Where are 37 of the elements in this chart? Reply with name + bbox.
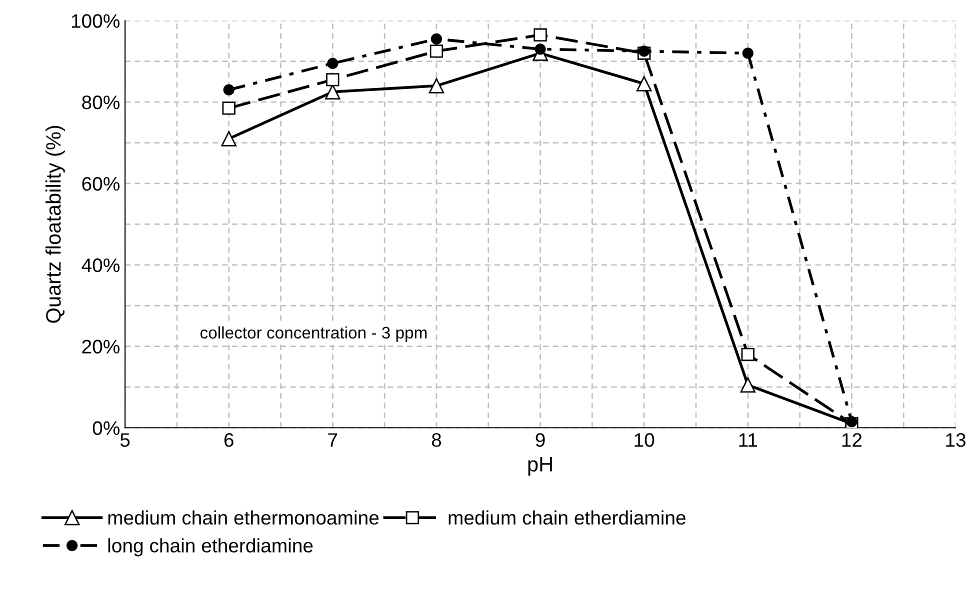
point: [327, 58, 338, 69]
x-tick-label: 10: [634, 433, 654, 447]
point: [741, 348, 754, 362]
point: [223, 84, 234, 96]
point: [534, 28, 547, 42]
point: [221, 131, 236, 146]
x-tick-label: 6: [224, 433, 234, 447]
point: [222, 102, 236, 115]
point: [740, 377, 756, 393]
x-tick-label: 12: [842, 433, 862, 447]
point: [636, 76, 652, 92]
annotation: collector concentration - 3 ppm: [200, 326, 427, 342]
x-tick-label: 9: [536, 433, 545, 447]
point: [428, 78, 444, 94]
y-tick-label: 20%: [82, 340, 120, 354]
point: [325, 84, 340, 100]
point: [430, 44, 444, 58]
x-tick-label: 7: [328, 433, 338, 447]
y-tick-label: 100%: [72, 14, 120, 28]
x-axis-title: pH: [528, 457, 552, 476]
y-tick-label: 0%: [92, 421, 120, 435]
legend-label: long chain etherdiamine: [108, 538, 313, 556]
legend-label: medium chain ethermonoamine: [108, 510, 379, 525]
point: [638, 46, 650, 57]
y-tick-label: 40%: [82, 258, 120, 272]
y-tick-label: 80%: [82, 96, 120, 110]
x-tick-label: 5: [120, 433, 130, 447]
x-tick-label: 11: [739, 433, 758, 447]
y-tick-label: 60%: [82, 176, 120, 191]
x-tick-label: 13: [946, 433, 966, 447]
x-tick-label: 8: [432, 433, 442, 447]
point: [534, 44, 546, 55]
point: [430, 33, 442, 45]
legend-label: medium chain etherdiamine: [448, 510, 686, 525]
point: [326, 73, 340, 86]
y-axis-title: Quartz floatability (%): [45, 126, 65, 323]
point: [742, 48, 754, 59]
